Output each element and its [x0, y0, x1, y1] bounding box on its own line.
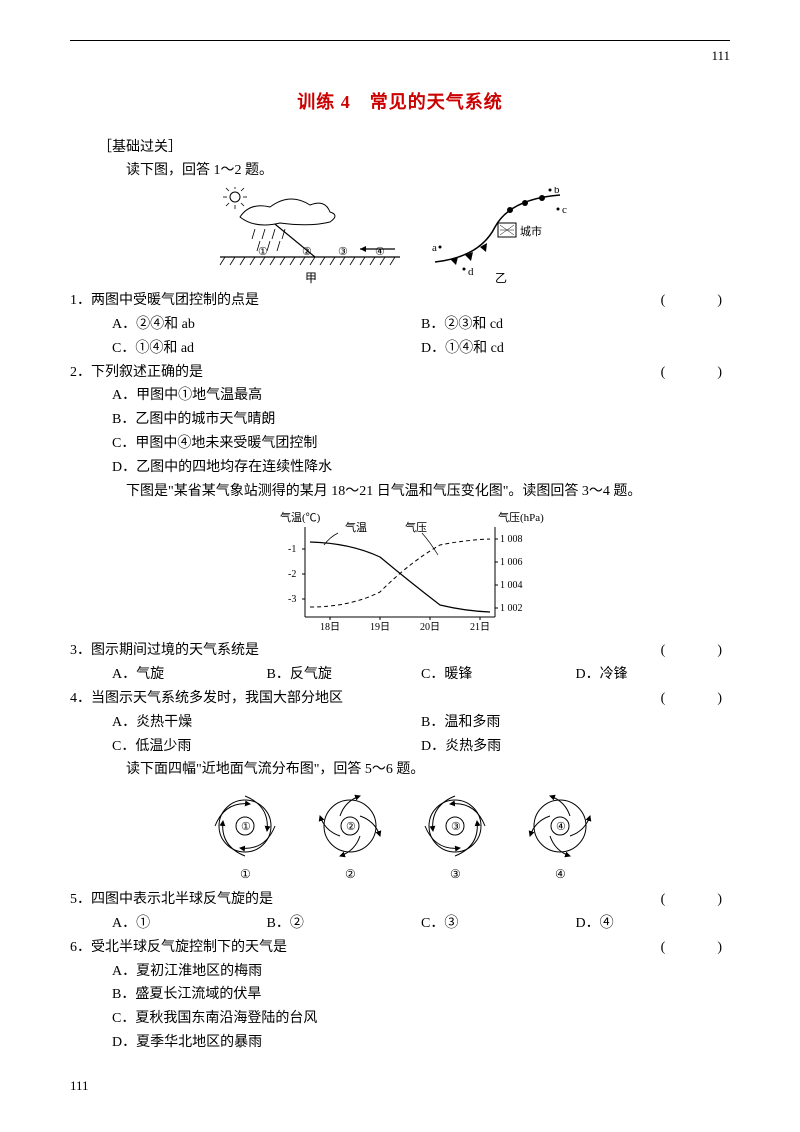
svg-text:③: ③ — [450, 867, 461, 881]
svg-text:气温(℃): 气温(℃) — [280, 510, 321, 524]
fig1-label-4: ④ — [375, 246, 385, 258]
figure-1: ① ② ③ ④ 甲 城市 — [70, 187, 730, 287]
q5-stem: 5．四图中表示北半球反气旋的是 ( ) — [70, 888, 730, 912]
svg-text:-2: -2 — [288, 569, 296, 580]
q3-stem: 3．图示期间过境的天气系统是 ( ) — [70, 639, 730, 663]
svg-text:②: ② — [345, 867, 356, 881]
answer-blank: ( ) — [661, 888, 730, 912]
page-number-top: 111 — [70, 45, 730, 67]
q2-opt-d: D．乙图中的四地均存在连续性降水 — [112, 456, 730, 480]
fig1-label-3: ③ — [338, 246, 348, 258]
q4-options-row1: A．炎热干燥 B．温和多雨 — [112, 711, 730, 735]
q4-opt-b: B．温和多雨 — [421, 711, 730, 735]
svg-text:④: ④ — [556, 821, 566, 833]
svg-text:b: b — [554, 187, 560, 196]
svg-text:气压: 气压 — [405, 520, 427, 534]
q6-stem: 6．受北半球反气旋控制下的天气是 ( ) — [70, 936, 730, 960]
fig1-cap2: 乙 — [495, 271, 507, 285]
intro-2: 下图是"某省某气象站测得的某月 18～21 日气温和气压变化图"。读图回答 3～… — [70, 480, 730, 504]
svg-text:a: a — [432, 242, 437, 254]
q6-opt-c: C．夏秋我国东南沿海登陆的台风 — [112, 1007, 730, 1031]
q6-opt-d: D．夏季华北地区的暴雨 — [112, 1031, 730, 1055]
q4-opt-d: D．炎热多雨 — [421, 735, 730, 759]
q2-stem: 2．下列叙述正确的是 ( ) — [70, 361, 730, 385]
page-number-bottom: 111 — [70, 1075, 730, 1097]
q6-opt-b: B．盛夏长江流域的伏旱 — [112, 983, 730, 1007]
q5-opt-b: B．② — [267, 912, 422, 936]
svg-text:1 004: 1 004 — [500, 580, 523, 591]
svg-text:1 006: 1 006 — [500, 557, 523, 568]
svg-text:②: ② — [346, 821, 356, 833]
q1-options-row2: C．①④和 ad D．①④和 cd — [112, 337, 730, 361]
fig1-city-label: 城市 — [520, 224, 542, 238]
fig1-cap1: 甲 — [305, 271, 317, 285]
q1-opt-c: C．①④和 ad — [112, 337, 421, 361]
top-rule — [70, 40, 730, 41]
svg-text:④: ④ — [555, 867, 566, 881]
answer-blank: ( ) — [661, 936, 730, 960]
q1-opt-a: A．②④和 ab — [112, 313, 421, 337]
q6-opt-a: A．夏初江淮地区的梅雨 — [112, 960, 730, 984]
q3-opt-c: C．暖锋 — [421, 663, 576, 687]
q4-opt-a: A．炎热干燥 — [112, 711, 421, 735]
q5-opt-c: C．③ — [421, 912, 576, 936]
q2-opt-c: C．甲图中④地未来受暖气团控制 — [112, 432, 730, 456]
q4-stem: 4．当图示天气系统多发时，我国大部分地区 ( ) — [70, 687, 730, 711]
q1-opt-b: B．②③和 cd — [421, 313, 730, 337]
figure-2: 气温(℃) 气压(hPa) 气温 气压 -1 -2 -3 1 008 1 006… — [70, 507, 730, 637]
answer-blank: ( ) — [661, 687, 730, 711]
answer-blank: ( ) — [661, 289, 730, 313]
q3-opt-a: A．气旋 — [112, 663, 267, 687]
q5-opt-a: A．① — [112, 912, 267, 936]
q1-opt-d: D．①④和 cd — [421, 337, 730, 361]
q1-stem: 1．两图中受暖气团控制的点是 ( ) — [70, 289, 730, 313]
svg-text:气压(hPa): 气压(hPa) — [498, 510, 544, 524]
intro-1: 读下图，回答 1～2 题。 — [70, 159, 730, 183]
svg-text:19日: 19日 — [370, 622, 390, 633]
q3-opt-b: B．反气旋 — [267, 663, 422, 687]
svg-text:①: ① — [241, 821, 251, 833]
main-title: 训练 4 常见的天气系统 — [70, 87, 730, 118]
fig1-label-2: ② — [302, 246, 312, 258]
svg-text:21日: 21日 — [470, 622, 490, 633]
svg-text:d: d — [468, 266, 474, 278]
q2-opt-a: A．甲图中①地气温最高 — [112, 384, 730, 408]
q4-options-row2: C．低温少雨 D．炎热多雨 — [112, 735, 730, 759]
q3-opt-d: D．冷锋 — [576, 663, 731, 687]
q2-opt-b: B．乙图中的城市天气晴朗 — [112, 408, 730, 432]
svg-text:20日: 20日 — [420, 622, 440, 633]
svg-text:-3: -3 — [288, 594, 296, 605]
svg-text:1 008: 1 008 — [500, 534, 523, 545]
intro-3: 读下面四幅"近地面气流分布图"，回答 5～6 题。 — [70, 758, 730, 782]
q5-opt-d: D．④ — [576, 912, 731, 936]
svg-text:气温: 气温 — [345, 520, 367, 534]
answer-blank: ( ) — [661, 639, 730, 663]
svg-text:18日: 18日 — [320, 622, 340, 633]
svg-text:c: c — [562, 204, 567, 216]
q1-options-row1: A．②④和 ab B．②③和 cd — [112, 313, 730, 337]
section-label: ［基础过关］ — [70, 136, 730, 160]
q3-options: A．气旋 B．反气旋 C．暖锋 D．冷锋 — [112, 663, 730, 687]
answer-blank: ( ) — [661, 361, 730, 385]
q5-options: A．① B．② C．③ D．④ — [112, 912, 730, 936]
svg-text:-1: -1 — [288, 544, 296, 555]
svg-text:①: ① — [240, 867, 251, 881]
svg-text:③: ③ — [451, 821, 461, 833]
svg-text:1 002: 1 002 — [500, 603, 523, 614]
fig1-label-1: ① — [258, 246, 268, 258]
q4-opt-c: C．低温少雨 — [112, 735, 421, 759]
figure-3: ① ② ③ — [70, 786, 730, 886]
